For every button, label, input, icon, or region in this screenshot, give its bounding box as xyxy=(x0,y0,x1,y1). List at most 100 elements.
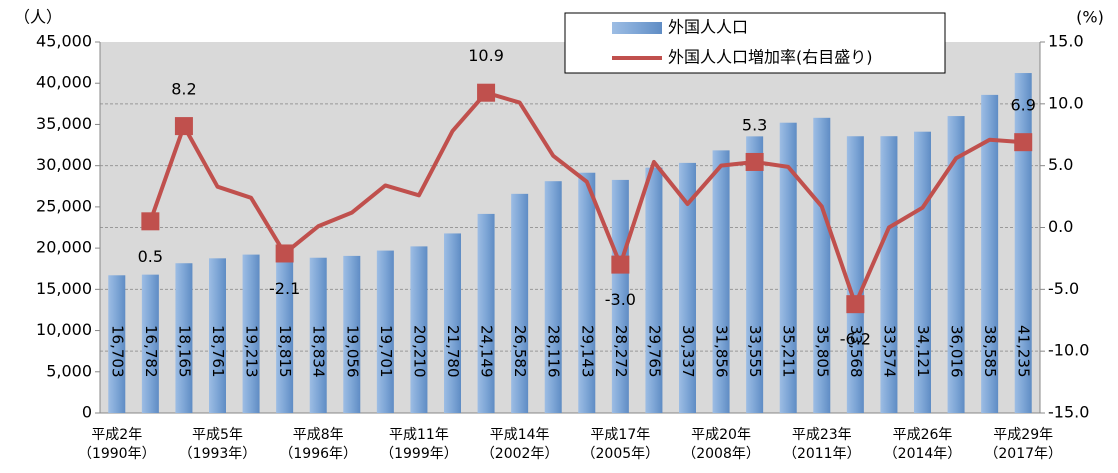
bar xyxy=(175,263,193,413)
y-axis-label: （人） xyxy=(14,8,62,27)
x-tick-label: 平成14年 （2002年） xyxy=(480,427,559,462)
y-tick-label: 10,000 xyxy=(36,320,92,339)
y-tick-label: 15,000 xyxy=(36,279,92,298)
bar xyxy=(611,179,629,413)
y2-tick-label: 10.0 xyxy=(1048,93,1084,112)
bar-value-label: 36,016 xyxy=(948,325,966,378)
legend-swatch xyxy=(612,22,662,34)
bar-value-label: 19,213 xyxy=(243,325,261,378)
bar xyxy=(1014,73,1032,413)
bar xyxy=(108,275,126,413)
bar-value-label: 18,761 xyxy=(209,325,227,378)
bar xyxy=(779,122,797,413)
x-tick-label: 平成8年 （1996年） xyxy=(279,427,358,462)
line-marker xyxy=(846,295,865,314)
bar-value-label: 35,211 xyxy=(780,325,798,378)
bar-value-label: 24,149 xyxy=(478,325,496,378)
bar xyxy=(947,116,965,414)
y-tick-label: 0 xyxy=(82,403,92,422)
bar xyxy=(746,136,764,413)
x-tick-label: 平成2年 （1990年） xyxy=(77,427,156,462)
x-tick-label: 平成23年 （2011年） xyxy=(782,427,861,462)
line-marker xyxy=(611,255,630,274)
bar-value-label: 20,210 xyxy=(410,325,428,378)
line-marker xyxy=(477,83,496,102)
y-tick-label: 35,000 xyxy=(36,114,92,133)
y-tick-label: 30,000 xyxy=(36,155,92,174)
bar-value-label: 26,582 xyxy=(511,325,529,378)
bar-value-label: 34,121 xyxy=(914,325,932,378)
bar-value-label: 19,701 xyxy=(377,325,395,378)
bar-value-label: 21,780 xyxy=(444,325,462,378)
legend-label: 外国人人口増加率(右目盛り) xyxy=(668,48,873,67)
bar xyxy=(376,250,394,413)
line-marker xyxy=(174,117,193,136)
bar-value-label: 33,574 xyxy=(880,325,898,378)
legend-label: 外国人人口 xyxy=(668,18,748,37)
y-tick-label: 45,000 xyxy=(36,32,92,51)
bar xyxy=(141,274,159,413)
line-value-label: 0.5 xyxy=(138,247,163,266)
bar xyxy=(712,150,730,413)
bar-value-label: 41,235 xyxy=(1015,325,1033,378)
line-value-label: 8.2 xyxy=(171,80,196,99)
x-tick-label: 平成5年 （1993年） xyxy=(178,427,257,462)
bar xyxy=(679,162,696,413)
bar-value-label: 16,782 xyxy=(142,325,160,378)
bar xyxy=(544,181,562,413)
y2-tick-label: -15.0 xyxy=(1048,403,1089,422)
bar-value-label: 30,337 xyxy=(679,325,697,378)
bar xyxy=(880,136,898,413)
line xyxy=(148,90,1024,307)
bar-value-label: 18,834 xyxy=(310,325,328,378)
bar xyxy=(846,136,864,413)
bar xyxy=(511,193,529,413)
line-marker xyxy=(141,212,160,231)
bar-value-label: 28,272 xyxy=(612,325,630,378)
bar-value-label: 29,143 xyxy=(578,325,596,378)
bar xyxy=(410,246,428,413)
bar xyxy=(477,213,495,413)
line-marker xyxy=(275,244,294,263)
x-tick-label: 平成11年 （1999年） xyxy=(380,427,458,462)
x-tick-label: 平成26年 （2014年） xyxy=(883,427,962,462)
y-tick-label: 20,000 xyxy=(36,238,92,257)
bar-value-label: 16,703 xyxy=(108,325,126,378)
bar-value-label: 33,555 xyxy=(746,325,764,378)
bar xyxy=(276,257,294,413)
bar-value-label: 28,116 xyxy=(545,325,563,378)
bar xyxy=(242,254,260,413)
bar xyxy=(444,233,461,413)
line-value-label: -2.1 xyxy=(269,279,300,298)
y2-tick-label: 0.0 xyxy=(1048,217,1073,236)
bar-value-label: 35,805 xyxy=(813,325,831,378)
line-value-label: -6.2 xyxy=(840,330,871,349)
y2-tick-label: 15.0 xyxy=(1048,32,1084,51)
bar-value-label: 33,568 xyxy=(847,325,865,378)
bar-value-label: 18,815 xyxy=(276,325,294,378)
bar xyxy=(645,167,663,413)
line-value-label: 10.9 xyxy=(468,46,504,65)
bar-value-label: 38,585 xyxy=(981,325,999,378)
line-marker xyxy=(745,152,764,171)
bar xyxy=(309,257,327,413)
y-tick-label: 5,000 xyxy=(46,361,92,380)
bar-value-label: 31,856 xyxy=(713,325,731,378)
y2-tick-label: -10.0 xyxy=(1048,341,1089,360)
bar xyxy=(209,258,226,413)
x-tick-label: 平成20年 （2008年） xyxy=(682,427,760,462)
x-tick-label: 平成17年 （2005年） xyxy=(581,427,660,462)
bar xyxy=(981,94,999,413)
bar-value-label: 19,056 xyxy=(343,325,361,378)
y-tick-label: 25,000 xyxy=(36,196,92,215)
y2-tick-label: -5.0 xyxy=(1048,279,1079,298)
line-value-label: -3.0 xyxy=(605,290,636,309)
x-tick-label: 平成29年 （2017年） xyxy=(984,427,1063,462)
bar xyxy=(578,172,596,413)
bar xyxy=(813,117,831,413)
line-value-label: 6.9 xyxy=(1010,96,1035,115)
line-value-label: 5.3 xyxy=(742,115,767,134)
bar xyxy=(343,255,361,413)
